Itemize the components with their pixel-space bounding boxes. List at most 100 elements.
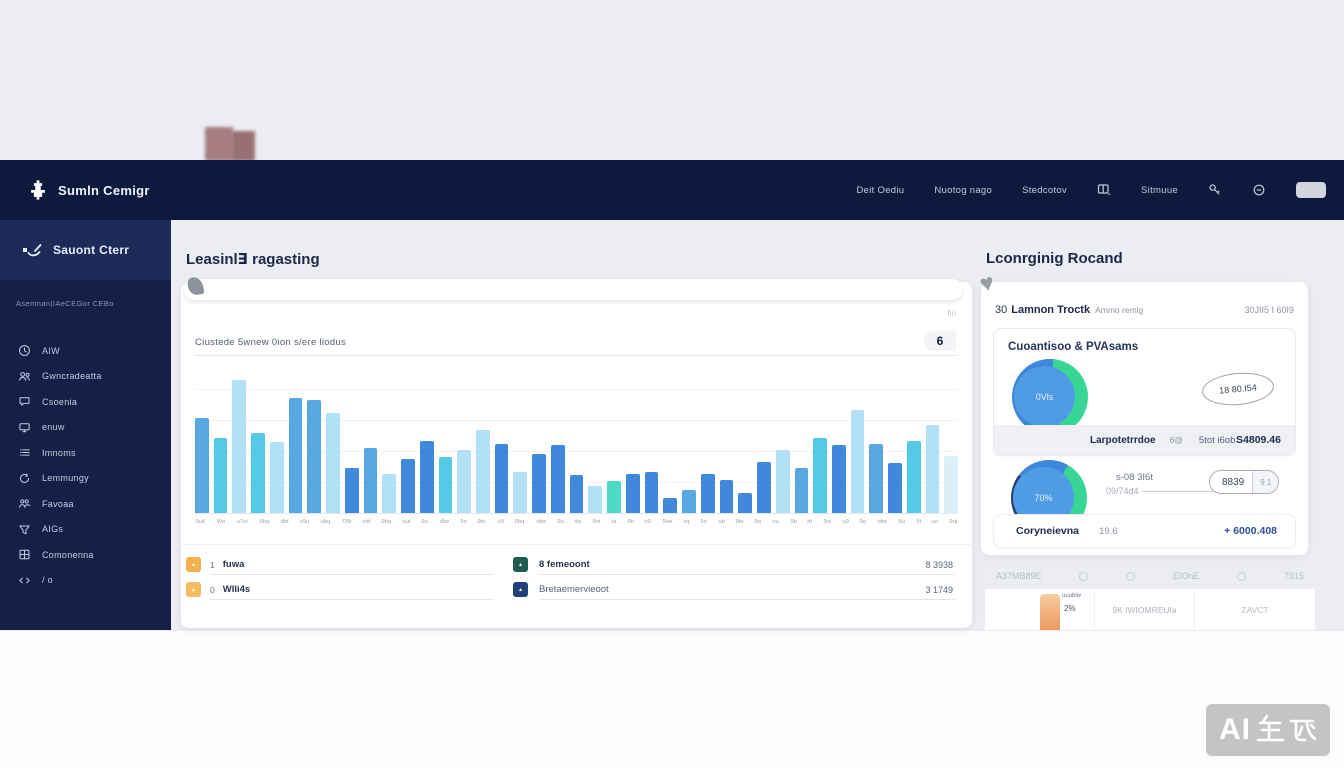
- circle-minus-icon[interactable]: [1252, 183, 1266, 197]
- x-axis-label: ubq: [320, 518, 331, 525]
- chart-bar: [850, 410, 865, 513]
- chart-bar: [401, 458, 415, 513]
- chart-filter-toggle[interactable]: 6: [924, 331, 956, 351]
- card-corner-hint: fin: [947, 309, 956, 318]
- topbar-nav-item-0[interactable]: Deit Oediu: [856, 184, 905, 196]
- sidebar-item-8[interactable]: Comonenna: [0, 542, 171, 568]
- chart-bar: [719, 479, 734, 513]
- chart-x-axis-labels: 9u6 Wo u7oi 9bq dbt o9u ubq O9i vdt 9bq oui 9u dbe 9o…: [195, 518, 958, 525]
- chart-bar: [419, 440, 434, 513]
- app-title: Sumln Cemigr: [58, 182, 150, 198]
- sidebar-item-2[interactable]: Csoenia: [0, 389, 171, 415]
- sidebar-item-0[interactable]: AIW: [0, 338, 171, 364]
- chart-bar: [831, 445, 846, 513]
- sidebar-item-label: Csoenia: [42, 396, 78, 407]
- x-axis-label: 9ui: [949, 518, 958, 525]
- sidebar-item-1[interactable]: Gwncradeatta: [0, 364, 171, 390]
- x-axis-label: dbt: [280, 518, 289, 525]
- chart-bar: [457, 449, 472, 513]
- x-axis-label: oui: [402, 518, 411, 525]
- circle-icon: [1126, 571, 1136, 581]
- chart-bar: [494, 443, 509, 513]
- chart-bar: [550, 445, 565, 513]
- stat-pill: 8839 9 1: [1209, 470, 1280, 494]
- donut-chart-1: 0Vls: [1012, 359, 1088, 435]
- x-axis-label: dt: [807, 518, 813, 525]
- topbar-nav-item-2[interactable]: Stedcotov: [1022, 184, 1068, 196]
- summary-suffix: Ammo remig: [1095, 305, 1144, 315]
- x-axis-label: 9u6: [195, 518, 206, 525]
- code-icon: [19, 577, 30, 584]
- list-item[interactable]: ▴ 1 fuwa: [186, 552, 494, 577]
- summary-prefix: 30: [995, 304, 1008, 316]
- watermark-text: AI: [1219, 713, 1251, 746]
- apps-grid-icon[interactable]: [1097, 183, 1111, 197]
- x-axis-label: 9bq: [259, 518, 270, 525]
- sidebar-item-label: Favoaa: [42, 498, 74, 509]
- topbar-nav-item-1[interactable]: Nuotog nago: [934, 184, 993, 196]
- chart-bar: [663, 497, 678, 513]
- report-summary-row: 30 Lamnon Troctk Ammo remig 30JII5 I 60I…: [995, 304, 1294, 316]
- chart-bar: [569, 475, 584, 513]
- clock-icon: [19, 345, 30, 357]
- x-axis-label: 9bq: [514, 518, 525, 525]
- chart-bar: [944, 455, 959, 513]
- sidebar-item-3[interactable]: enuw: [0, 415, 171, 441]
- x-axis-label: Wo: [216, 518, 226, 525]
- chart-bar: [794, 467, 809, 513]
- list-item[interactable]: ▴ Bretaemervieoot 3 1749: [513, 577, 955, 602]
- divider: [210, 574, 494, 575]
- list-item-number: 0: [210, 584, 215, 595]
- topbar-pill-button[interactable]: [1296, 182, 1326, 198]
- list-item[interactable]: ▴ 8 femeoont 8 3938: [513, 552, 955, 577]
- list-item-value: 3 1749: [925, 584, 953, 595]
- sidebar-item-label: Imnoms: [42, 447, 76, 458]
- chart-bar: [888, 463, 902, 513]
- image-artifact: [232, 131, 255, 161]
- metric-row-2[interactable]: Coryneievna 19.6 + 6000.408: [993, 514, 1296, 548]
- chart-bar: [288, 398, 303, 513]
- x-axis-label: dbe: [439, 518, 450, 525]
- x-axis-label: obe: [536, 518, 546, 525]
- chart-bar: [476, 429, 490, 513]
- subcard-header: Cuoantisoo & PVAsams: [1008, 341, 1139, 353]
- sidebar-item-6[interactable]: Favoaa: [0, 491, 171, 517]
- search-bar[interactable]: [184, 275, 962, 300]
- chart-bar: [195, 417, 209, 513]
- sidebar-item-7[interactable]: AIGs: [0, 517, 171, 543]
- sidebar-brand-label: Sauont Cterr: [53, 243, 130, 257]
- top-navbar: Sumln Cemigr Deit Oediu Nuotog nago Sted…: [0, 160, 1344, 220]
- bottom-strip: uuubiw 2% 9K IWIOMREUIa ZAVCT: [985, 589, 1315, 630]
- x-axis-label: 9u: [898, 518, 905, 525]
- chart-bar: [757, 461, 771, 513]
- topbar-nav-item-3[interactable]: Sitmuue: [1141, 184, 1178, 196]
- list-item-label: fuwa: [222, 559, 245, 570]
- sidebar-item-9[interactable]: / o: [0, 568, 171, 594]
- strip-tiny-note: uuubiw: [1062, 593, 1082, 599]
- refresh-icon: [20, 473, 30, 483]
- x-axis-label: vq: [683, 518, 690, 525]
- x-axis-label: 9oi: [823, 518, 832, 525]
- x-axis-label: 9u: [557, 518, 564, 525]
- chart-bar: [213, 437, 228, 513]
- x-axis-label: 9u: [421, 518, 429, 525]
- stat-pill-value: 8839: [1222, 476, 1245, 488]
- x-axis-label: 9oi: [592, 518, 601, 525]
- key-icon[interactable]: [1208, 183, 1222, 197]
- chart-bar: [269, 442, 284, 513]
- chat-icon: [19, 397, 30, 406]
- x-axis-label: O9i: [342, 518, 352, 525]
- sidebar-item-5[interactable]: Lemmungy: [0, 466, 171, 492]
- sidebar-item-label: AIW: [42, 345, 60, 356]
- list-item[interactable]: ▴ 0 WIli4s: [186, 577, 494, 602]
- chart-bar: [700, 473, 715, 513]
- x-axis-label: 9te: [735, 518, 744, 525]
- divider: [210, 599, 494, 600]
- metric-middle: 5tot i6ob: [1198, 434, 1236, 446]
- chart-filter-row[interactable]: Ciustede 5wnew 0ion s/ere liodus 6: [195, 330, 958, 356]
- list-item-number: 1: [210, 559, 215, 570]
- sidebar-item-4[interactable]: Imnoms: [0, 440, 171, 466]
- donut-2-subvalue: 09/74d4: [1106, 486, 1213, 496]
- strip-cell-label-2: ZAVCT: [1241, 604, 1269, 615]
- sidebar-header: Sauont Cterr: [0, 220, 171, 280]
